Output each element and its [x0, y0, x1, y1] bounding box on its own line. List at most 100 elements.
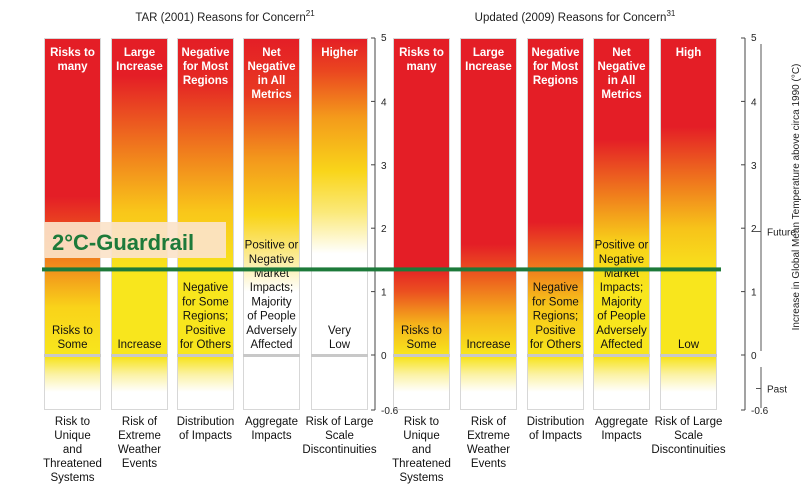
y-tick-label: -0.6 [381, 406, 399, 417]
temperature-axes: 5 4 3 2 1 0 -0.6 5 4 3 2 1 0 -0.6 Future Past Increase i… [371, 33, 802, 417]
y-tick-label: -0.6 [751, 406, 769, 417]
panel-title: TAR (2001) Reasons for Concern21 [135, 9, 315, 24]
column-bottom-text: Adversely [596, 325, 647, 337]
category-label: Events [471, 458, 506, 470]
column-top-text: Risks to [399, 47, 444, 59]
y-tick-label: 0 [381, 351, 387, 362]
column-bottom-text: Low [678, 339, 700, 351]
category-label: Extreme [467, 430, 510, 442]
panel-titles: TAR (2001) Reasons for Concern21 Updated … [135, 9, 676, 24]
past-segment [661, 357, 716, 392]
column-bottom-text: Increase [117, 339, 161, 351]
category-label: Unique [54, 430, 90, 442]
past-bracket [756, 367, 762, 408]
category-label: Risk of [122, 416, 158, 428]
column-outline [460, 38, 517, 410]
column-top-text: Regions [533, 75, 578, 87]
category-label: Discontinuities [302, 444, 376, 456]
column-top-text: many [406, 61, 437, 73]
column-outline [393, 38, 450, 410]
column-bottom-text: Negative [249, 254, 294, 266]
risk-bar [243, 38, 300, 355]
category-label: Weather [118, 444, 161, 456]
zero-divider [311, 354, 368, 357]
past-segment [45, 357, 100, 392]
category-label: Risk of Large [306, 416, 374, 428]
column-bottom-text: Some [57, 339, 87, 351]
y-tick-label: 4 [381, 97, 387, 108]
column-bottom-text: Majority [251, 296, 292, 308]
column-top-text: High [676, 47, 702, 59]
risk-bar [460, 38, 517, 355]
column-top-text: Metrics [251, 89, 291, 101]
zero-divider [660, 354, 717, 357]
y-tick-label: 1 [381, 288, 387, 299]
zero-divider [393, 354, 450, 357]
category-label: Unique [403, 430, 439, 442]
column-bottom-text: Some [406, 339, 436, 351]
zero-divider [111, 354, 168, 357]
column-outline [527, 38, 584, 410]
column-bottom-text: Increase [466, 339, 510, 351]
zero-divider [460, 354, 517, 357]
category-label: and [412, 444, 431, 456]
y-tick-label: 2 [381, 224, 387, 235]
category-label: Weather [467, 444, 510, 456]
risk-bar [660, 38, 717, 355]
column-top-text: in All [608, 75, 636, 87]
column-top-text: Negative [182, 47, 230, 59]
column-top-text: for Most [183, 61, 229, 73]
column-bottom-text: Positive or [245, 240, 299, 252]
zero-divider [243, 354, 300, 357]
column-outline [660, 38, 717, 410]
risk-bar [44, 38, 101, 355]
column-bottom-text: Affected [601, 339, 643, 351]
category-label: Risk to [404, 416, 439, 428]
column-top-text: for Most [533, 61, 579, 73]
y-tick-label: 5 [381, 33, 387, 44]
category-label: Aggregate [245, 416, 298, 428]
column-outline [593, 38, 650, 410]
column-texts: Risks to many Risks to Some Risk to Unique and… [43, 47, 726, 484]
y-tick-label: 3 [381, 161, 387, 172]
past-label: Past [767, 385, 787, 396]
column-bottom-text: Positive [185, 325, 225, 337]
past-segments [45, 357, 716, 392]
category-label: Threatened [43, 458, 102, 470]
column-bottom-text: Impacts; [250, 282, 293, 294]
y-tick-label: 2 [751, 224, 757, 235]
column-top-text: Negative [248, 61, 296, 73]
risk-bar [393, 38, 450, 355]
column-bottom-text: Low [329, 339, 351, 351]
zero-divider [593, 354, 650, 357]
past-segment [461, 357, 516, 392]
column-top-text: Increase [116, 61, 163, 73]
category-label: Systems [50, 472, 94, 484]
column-top-text: Risks to [50, 47, 95, 59]
past-segment [112, 357, 167, 392]
category-label: Risk of Large [655, 416, 723, 428]
column-bottom-text: Adversely [246, 325, 297, 337]
zero-dividers [44, 354, 717, 357]
past-segment [244, 357, 299, 392]
y-tick-label: 0 [751, 351, 757, 362]
risk-bar [593, 38, 650, 355]
column-bottom-text: Affected [251, 339, 293, 351]
column-bottom-text: Negative [183, 282, 228, 294]
column-top-text: Large [124, 47, 155, 59]
column-bottom-text: Positive or [595, 240, 649, 252]
guardrail-group: 2°C-Guardrail [42, 222, 721, 272]
risk-bar [527, 38, 584, 355]
category-label: Scale [325, 430, 354, 442]
panel-title-superscript: 31 [666, 9, 675, 18]
category-label: Extreme [118, 430, 161, 442]
future-label: Future [767, 228, 796, 239]
category-label: of Impacts [179, 430, 232, 442]
column-top-text: Increase [465, 61, 512, 73]
column-bottom-text: Positive [535, 325, 575, 337]
risk-bar [111, 38, 168, 355]
column-bottom-text: Negative [533, 282, 578, 294]
category-label: Risk to [55, 416, 90, 428]
column-bottom-text: Regions; [183, 311, 228, 323]
y-tick-label: 4 [751, 97, 757, 108]
